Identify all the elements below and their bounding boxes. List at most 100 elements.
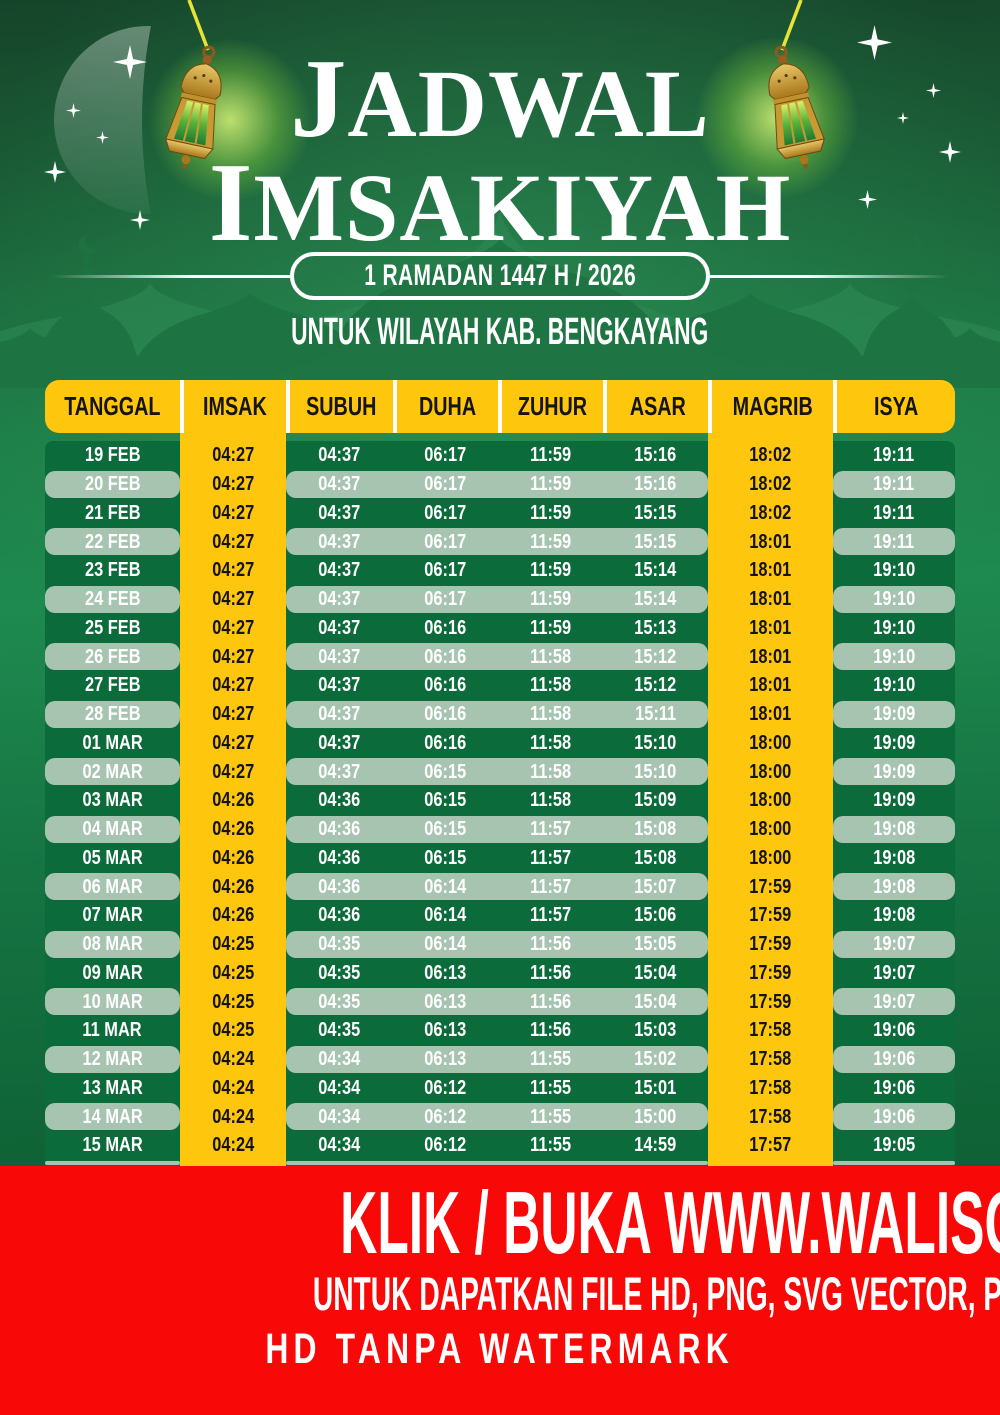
cell-asar: 15:03 bbox=[634, 1018, 677, 1042]
cell-tanggal: 28 FEB bbox=[84, 702, 141, 726]
cell-magrib: 17:59 bbox=[749, 989, 792, 1013]
cell-isya: 19:10 bbox=[873, 587, 915, 611]
cell-zuhur: 11:56 bbox=[529, 932, 572, 956]
cell-isya: 19:11 bbox=[873, 472, 915, 496]
table-row: 20 FEB 04:27 04:37 06:17 11:59 15:16 18:… bbox=[45, 470, 955, 499]
row-highlight-segment bbox=[286, 873, 708, 900]
cell-asar: 15:05 bbox=[634, 932, 677, 956]
row-highlight-segment bbox=[45, 700, 180, 728]
cell-zuhur: 11:55 bbox=[529, 1047, 572, 1071]
cell-duha: 06:16 bbox=[424, 673, 467, 697]
cell-subuh: 04:34 bbox=[318, 1104, 361, 1128]
cell-asar: 15:04 bbox=[634, 960, 677, 984]
cell-asar bbox=[603, 1160, 708, 1166]
cell-zuhur: 11:59 bbox=[529, 500, 572, 524]
cell-subuh: 04:36 bbox=[318, 903, 361, 927]
cell-magrib: 17:58 bbox=[749, 1104, 792, 1128]
cell-duha: 06:15 bbox=[424, 845, 467, 869]
cell-isya: 19:10 bbox=[873, 558, 915, 582]
row-highlight-segment bbox=[45, 1103, 180, 1130]
column-header-tanggal: TANGGAL bbox=[45, 380, 180, 433]
cell-imsak: 04:25 bbox=[212, 960, 254, 984]
row-highlight-segment bbox=[833, 1103, 955, 1130]
cell-zuhur: 11:57 bbox=[529, 903, 572, 927]
mosque-silhouette bbox=[0, 213, 1000, 388]
divider-line-left bbox=[50, 274, 290, 278]
cell-duha: 06:16 bbox=[424, 615, 467, 639]
table-row: 12 MAR 04:24 04:34 06:13 11:55 15:02 17:… bbox=[45, 1045, 955, 1074]
promo-formats-line: UNTUK DAPATKAN FILE HD, PNG, SVG VECTOR,… bbox=[312, 1267, 1000, 1320]
cell-isya: 19:11 bbox=[873, 529, 915, 553]
cell-imsak: 04:27 bbox=[212, 529, 254, 553]
cell-tanggal: 01 MAR bbox=[82, 730, 143, 754]
cell-asar: 15:08 bbox=[634, 845, 677, 869]
cell-asar: 15:00 bbox=[634, 1104, 677, 1128]
cell-tanggal: 07 MAR bbox=[82, 903, 143, 927]
cell-magrib: 18:02 bbox=[749, 472, 792, 496]
cell-isya: 19:10 bbox=[873, 644, 915, 668]
cell-imsak: 04:27 bbox=[212, 644, 254, 668]
cell-imsak: 04:27 bbox=[212, 730, 254, 754]
cell-subuh: 04:37 bbox=[318, 730, 361, 754]
row-highlight-segment bbox=[45, 470, 180, 498]
cell-duha: 06:17 bbox=[424, 558, 467, 582]
cell-imsak: 04:26 bbox=[212, 874, 254, 898]
magrib-column-highlight bbox=[708, 433, 833, 1166]
cell-tanggal: 20 FEB bbox=[84, 472, 141, 496]
table-row: 13 MAR 04:24 04:34 06:12 11:55 15:01 17:… bbox=[45, 1074, 955, 1103]
row-highlight-segment bbox=[45, 873, 180, 900]
cell-zuhur: 11:57 bbox=[529, 817, 572, 841]
cell-asar: 15:14 bbox=[634, 558, 677, 582]
cell-asar: 15:16 bbox=[634, 443, 677, 467]
table-row: 08 MAR 04:25 04:35 06:14 11:56 15:05 17:… bbox=[45, 930, 955, 959]
row-highlight-segment bbox=[833, 585, 955, 613]
cell-magrib: 17:58 bbox=[749, 1075, 792, 1099]
cell-asar: 15:10 bbox=[634, 730, 677, 754]
column-header-isya: ISYA bbox=[833, 380, 955, 433]
cell-duha: 06:17 bbox=[424, 500, 467, 524]
cell-zuhur: 11:59 bbox=[529, 443, 572, 467]
table-row: 03 MAR 04:26 04:36 06:15 11:58 15:09 18:… bbox=[45, 786, 955, 815]
table-header: TANGGAL IMSAK SUBUH DUHA ZUHUR ASAR MAGR… bbox=[45, 380, 955, 433]
cell-imsak: 04:25 bbox=[212, 989, 254, 1013]
lantern-icon bbox=[165, 0, 222, 170]
cell-asar: 15:10 bbox=[634, 759, 677, 783]
cell-subuh: 04:37 bbox=[318, 529, 361, 553]
cell-duha: 06:12 bbox=[424, 1075, 467, 1099]
cell-tanggal: 02 MAR bbox=[82, 759, 143, 783]
row-highlight-segment bbox=[286, 758, 708, 785]
cell-zuhur bbox=[498, 1160, 603, 1166]
cell-magrib: 18:00 bbox=[749, 759, 792, 783]
cell-tanggal: 06 MAR bbox=[82, 874, 143, 898]
row-highlight-segment bbox=[286, 643, 708, 670]
cell-imsak: 04:24 bbox=[212, 1047, 254, 1071]
cell-asar: 15:15 bbox=[634, 500, 677, 524]
cell-duha: 06:13 bbox=[424, 960, 467, 984]
cell-magrib: 17:59 bbox=[749, 874, 792, 898]
cell-zuhur: 11:55 bbox=[529, 1075, 572, 1099]
cell-isya: 19:05 bbox=[873, 1133, 915, 1157]
cell-tanggal: 10 MAR bbox=[82, 989, 143, 1013]
page-title: JADWAL IMSAKIYAH bbox=[0, 47, 1000, 256]
cell-tanggal: 13 MAR bbox=[82, 1075, 143, 1099]
cell-tanggal: 21 FEB bbox=[84, 500, 141, 524]
cell-subuh: 04:37 bbox=[318, 702, 361, 726]
table-row: 26 FEB 04:27 04:37 06:16 11:58 15:12 18:… bbox=[45, 642, 955, 671]
cell-zuhur: 11:56 bbox=[529, 960, 572, 984]
cell-magrib: 18:00 bbox=[749, 817, 792, 841]
cell-subuh: 04:37 bbox=[318, 615, 361, 639]
cell-magrib: 18:01 bbox=[749, 529, 792, 553]
promo-link[interactable]: KLIK / BUKA WWW.WALISONGO.CO.ID bbox=[340, 1173, 1000, 1272]
column-header-duha: DUHA bbox=[393, 380, 498, 433]
cell-magrib: 17:57 bbox=[749, 1133, 792, 1157]
cell-magrib: 17:59 bbox=[749, 960, 792, 984]
cell-subuh: 04:36 bbox=[318, 817, 361, 841]
cell-imsak: 04:27 bbox=[212, 702, 254, 726]
cell-isya: 19:07 bbox=[873, 989, 915, 1013]
ramadan-year-badge: 1 RAMADAN 1447 H / 2026 bbox=[289, 252, 711, 300]
row-highlight-segment bbox=[833, 1160, 955, 1165]
row-highlight-segment bbox=[833, 700, 955, 728]
cell-isya: 19:11 bbox=[873, 500, 915, 524]
column-header-subuh: SUBUH bbox=[286, 380, 393, 433]
